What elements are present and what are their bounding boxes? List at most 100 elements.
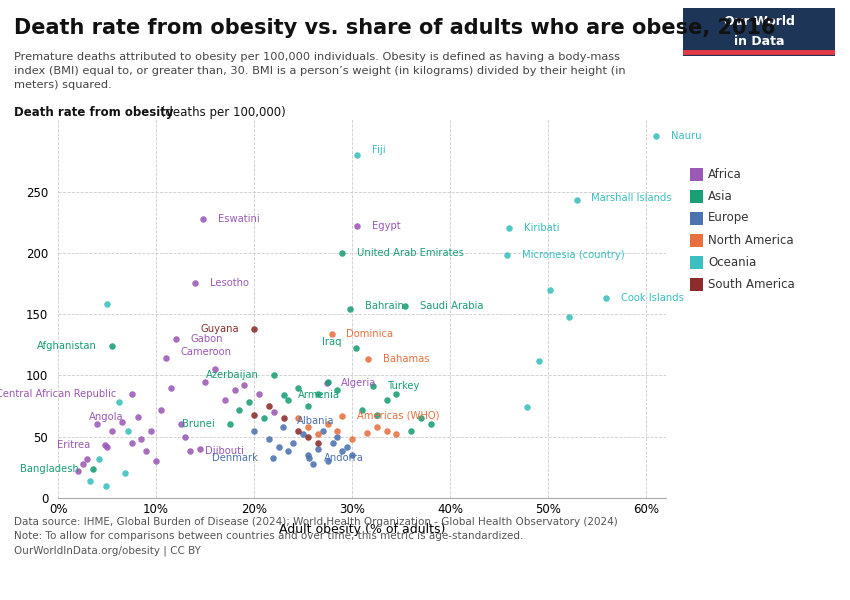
Point	[301, 432, 314, 442]
Point	[277, 390, 291, 400]
Point	[223, 419, 236, 429]
Point	[134, 434, 148, 444]
Point	[196, 214, 210, 223]
Text: North America: North America	[708, 233, 794, 247]
Text: index (BMI) equal to, or greater than, 30. BMI is a person’s weight (in kilogram: index (BMI) equal to, or greater than, 3…	[14, 66, 626, 76]
Point	[349, 344, 363, 353]
Point	[266, 453, 280, 463]
Text: Algeria: Algeria	[342, 378, 377, 388]
Text: Bangladesh: Bangladesh	[20, 464, 78, 473]
Text: Premature deaths attributed to obesity per 100,000 individuals. Obesity is defin: Premature deaths attributed to obesity p…	[14, 52, 620, 62]
Text: Kiribati: Kiribati	[524, 223, 559, 233]
Point	[99, 440, 112, 450]
Text: Eritrea: Eritrea	[57, 440, 90, 450]
Point	[301, 401, 314, 411]
Point	[311, 389, 325, 398]
Point	[380, 426, 394, 436]
Point	[336, 446, 349, 456]
Point	[237, 380, 251, 390]
Point	[303, 453, 316, 463]
Point	[306, 459, 320, 469]
Text: Note: To allow for comparisons between countries and over time, this metric is a: Note: To allow for comparisons between c…	[14, 531, 524, 541]
Point	[150, 457, 163, 466]
Point	[361, 355, 375, 364]
Point	[360, 428, 374, 438]
Point	[350, 221, 364, 230]
Point	[105, 341, 119, 351]
Text: Cook Islands: Cook Islands	[620, 293, 683, 303]
Point	[321, 377, 335, 386]
Text: Andorra: Andorra	[324, 452, 364, 463]
Point	[380, 395, 394, 405]
Point	[242, 398, 256, 407]
Point	[345, 434, 359, 444]
Point	[139, 446, 153, 456]
Point	[292, 426, 305, 436]
Text: Oceania: Oceania	[708, 256, 756, 269]
Point	[93, 454, 106, 464]
Point	[562, 312, 575, 322]
Point	[100, 442, 114, 451]
Point	[343, 304, 357, 314]
Point	[262, 434, 275, 444]
Point	[321, 457, 335, 466]
Text: United Arab Emirates: United Arab Emirates	[357, 248, 464, 258]
Point	[311, 438, 325, 448]
Point	[321, 419, 335, 429]
Point	[247, 410, 261, 419]
Point	[326, 438, 339, 448]
Text: Albania: Albania	[298, 416, 335, 426]
Point	[178, 432, 192, 442]
Point	[543, 285, 557, 295]
Text: Nauru: Nauru	[671, 131, 701, 142]
Point	[292, 413, 305, 423]
Text: Djibouti: Djibouti	[205, 446, 244, 457]
Text: Afghanistan: Afghanistan	[37, 341, 97, 351]
Point	[125, 438, 139, 448]
Text: Asia: Asia	[708, 190, 733, 202]
Point	[316, 426, 330, 436]
Point	[184, 446, 197, 456]
Point	[297, 430, 310, 439]
Text: Marshall Islands: Marshall Islands	[592, 193, 672, 203]
Text: in Data: in Data	[734, 35, 785, 48]
Point	[345, 450, 359, 460]
Text: Eswatini: Eswatini	[218, 214, 259, 224]
Point	[350, 150, 364, 160]
Point	[159, 353, 173, 363]
Text: Fiji: Fiji	[371, 145, 385, 155]
Point	[247, 324, 261, 334]
Point	[132, 412, 145, 422]
Text: Bahrain: Bahrain	[365, 301, 404, 311]
Point	[520, 403, 534, 412]
Text: Europe: Europe	[708, 211, 750, 224]
Point	[81, 454, 94, 464]
Point	[118, 469, 132, 478]
Text: Micronesia (country): Micronesia (country)	[522, 250, 625, 260]
Text: Saudi Arabia: Saudi Arabia	[420, 301, 484, 311]
Point	[169, 334, 183, 343]
Point	[336, 411, 349, 421]
Point	[366, 382, 380, 391]
Text: Guyana: Guyana	[201, 324, 240, 334]
Text: OurWorldInData.org/obesity | CC BY: OurWorldInData.org/obesity | CC BY	[14, 545, 201, 556]
Point	[286, 438, 300, 448]
Point	[272, 442, 286, 451]
Point	[389, 389, 403, 398]
Point	[424, 419, 438, 429]
Point	[331, 426, 344, 436]
Text: Data source: IHME, Global Burden of Disease (2024); World Health Organization - : Data source: IHME, Global Burden of Dise…	[14, 517, 618, 527]
Text: South America: South America	[708, 277, 795, 290]
Text: Africa: Africa	[708, 167, 742, 181]
Point	[121, 426, 134, 436]
Point	[198, 377, 212, 386]
Text: Azerbaijan: Azerbaijan	[207, 370, 259, 380]
Point	[164, 383, 178, 392]
Point	[301, 422, 314, 432]
Point	[399, 301, 412, 310]
Point	[570, 196, 584, 205]
Point	[90, 419, 104, 429]
Point	[189, 278, 202, 288]
Point	[405, 426, 418, 436]
Point	[336, 248, 349, 257]
